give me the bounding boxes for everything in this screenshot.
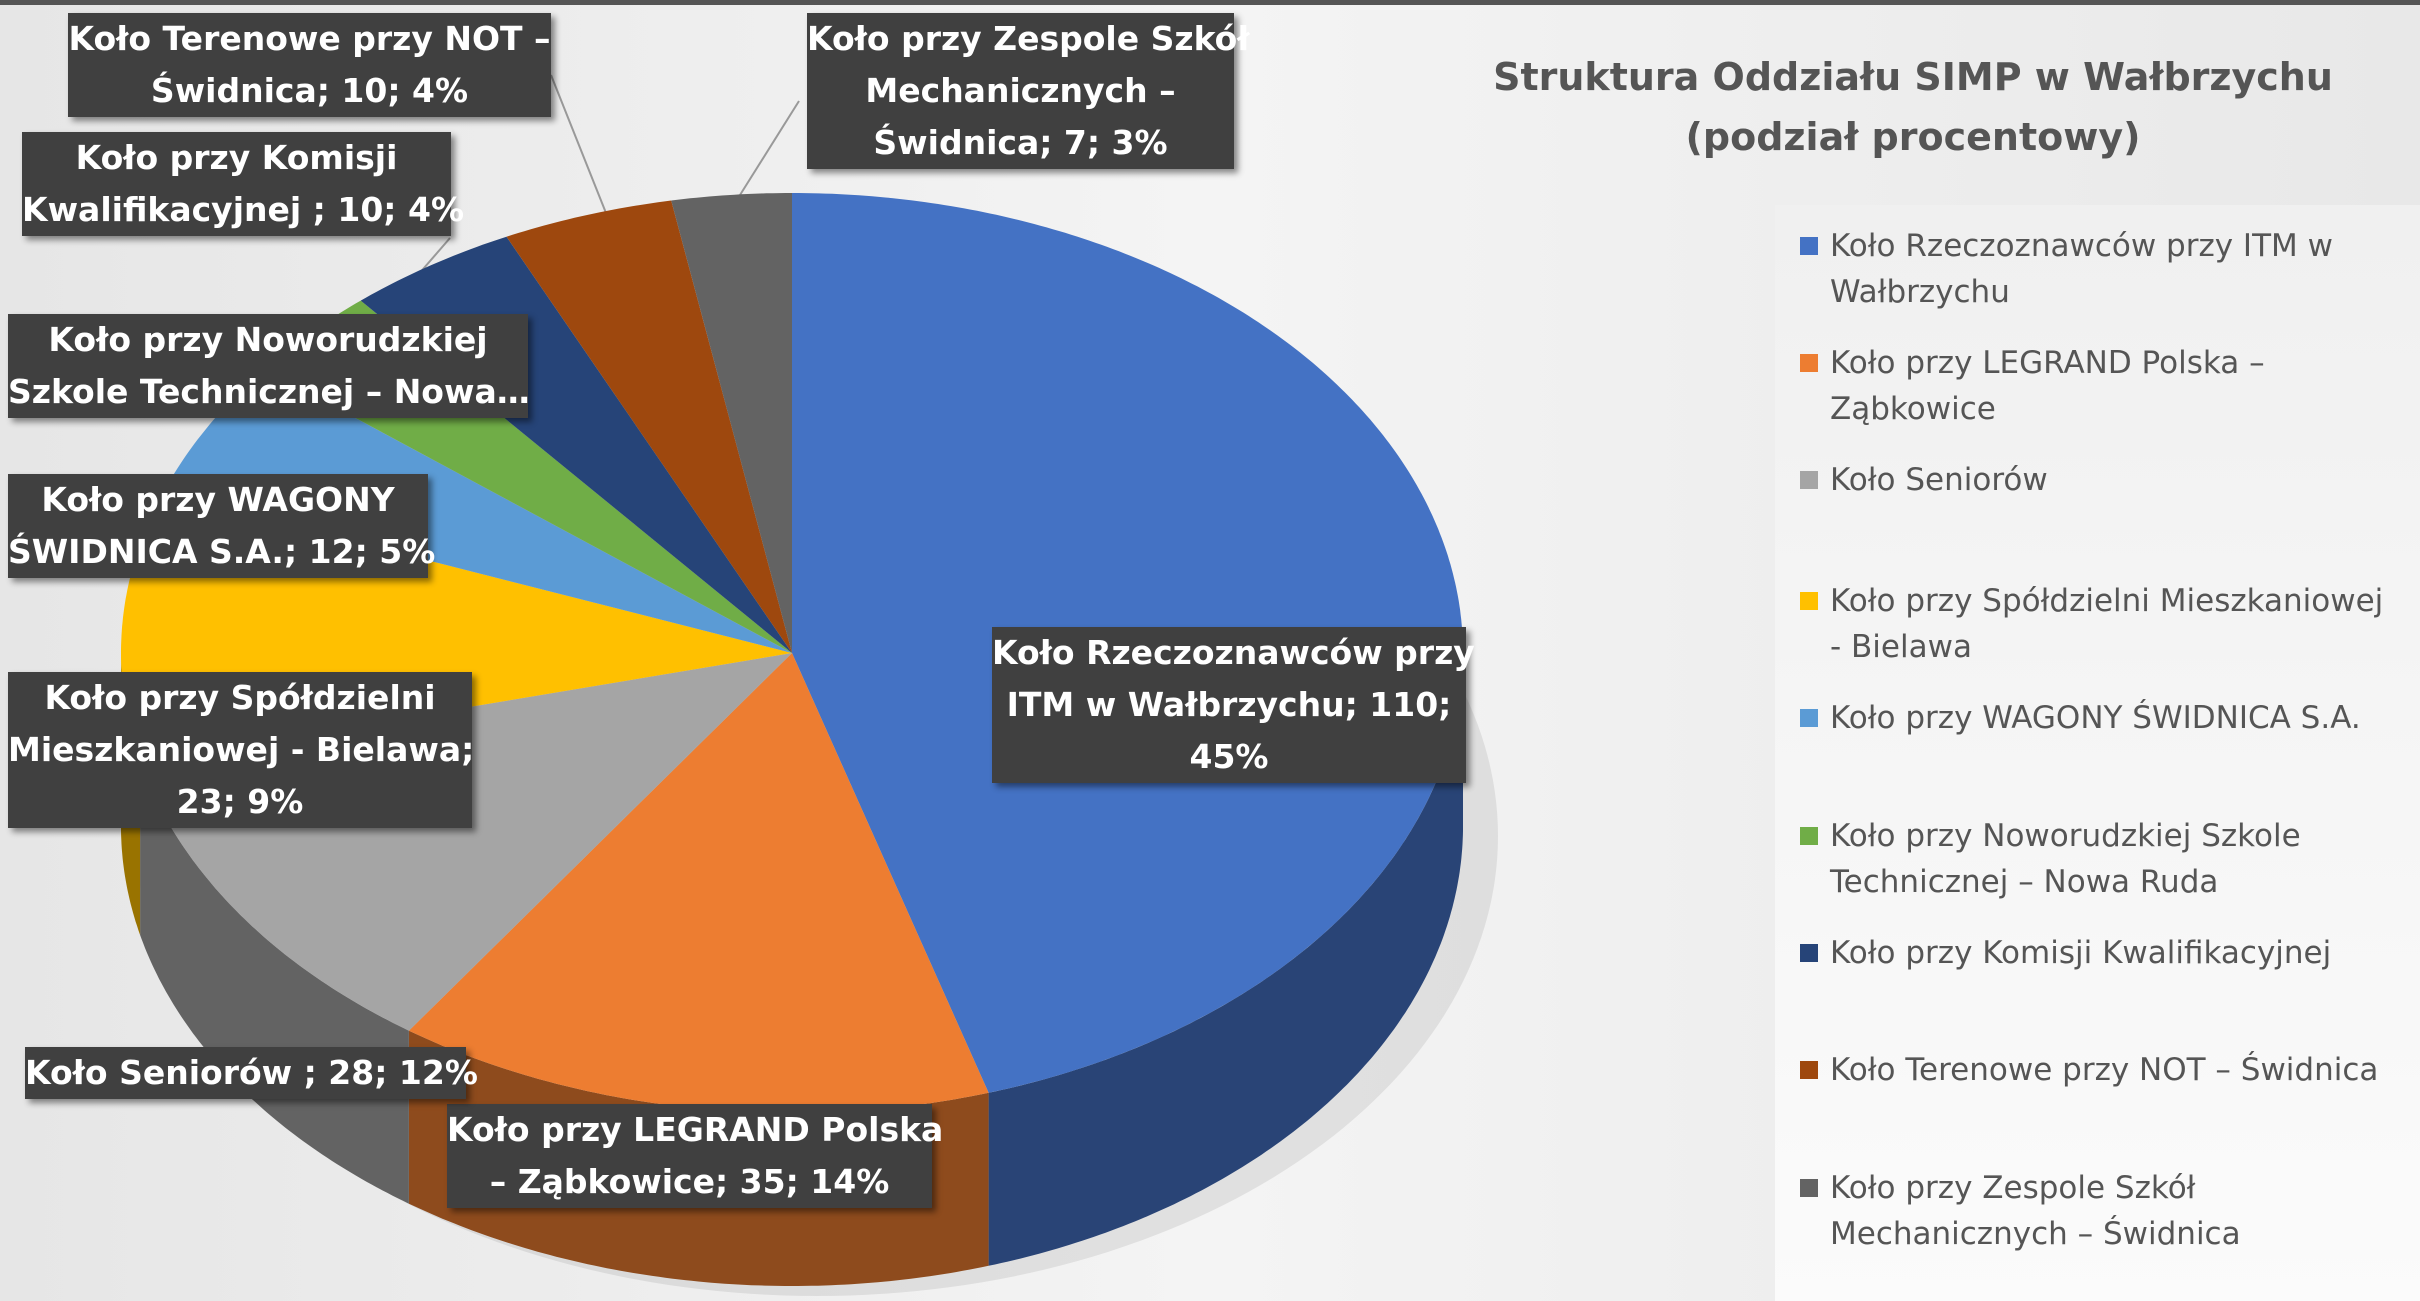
data-label: Koło przy Noworudzkiej Szkole Technicznej… <box>8 314 530 418</box>
chart-title: Struktura Oddziału SIMP w Wałbrzychu <box>1493 55 2333 99</box>
slice-side <box>988 653 1463 1266</box>
legend-swatch <box>1800 471 1818 489</box>
data-label-line: Koło Seniorów ; 28; 12% <box>25 1053 478 1092</box>
data-label-line: Koło przy Spółdzielni <box>44 678 436 717</box>
data-label-line: 45% <box>1189 737 1269 776</box>
legend-swatch <box>1800 944 1818 962</box>
chart-title: (podział procentowy) <box>1685 115 2141 159</box>
legend-label: Koło Rzeczoznawców przy ITM w Wałbrzychu <box>1830 228 2333 310</box>
data-label-line: Koło przy LEGRAND Polska <box>447 1110 944 1149</box>
legend-swatch <box>1800 827 1818 845</box>
data-label: Koło przy Komisji Kwalifikacyjnej ; 10; 4… <box>22 132 465 236</box>
data-label-line: Koło przy Komisji <box>75 138 398 177</box>
legend-item: Koło przy WAGONY ŚWIDNICA S.A. <box>1800 695 2400 741</box>
data-label: Koło Seniorów ; 28; 12% <box>25 1047 478 1099</box>
slice <box>163 368 792 653</box>
legend-item: Koło Rzeczoznawców przy ITM w Wałbrzychu <box>1800 223 2400 315</box>
legend-label: Koło przy WAGONY ŚWIDNICA S.A. <box>1830 700 2361 736</box>
legend-item: Koło przy Noworudzkiej Szkole Techniczne… <box>1800 813 2400 905</box>
legend-item: Koło Seniorów <box>1800 457 2400 503</box>
legend-swatch <box>1800 237 1818 255</box>
legend-swatch <box>1800 1061 1818 1079</box>
data-label-line: Szkole Technicznej – Nowa… <box>8 372 530 411</box>
legend-label: Koło przy LEGRAND Polska – Ząbkowice <box>1830 345 2265 427</box>
data-label-line: Koło przy WAGONY <box>41 480 395 519</box>
leader-line <box>550 74 607 214</box>
data-label-line: ŚWIDNICA S.A.; 12; 5% <box>8 532 436 571</box>
data-label: Koło przy Spółdzielni Mieszkaniowej - Bie… <box>8 672 475 828</box>
data-label-line: Świdnica; 10; 4% <box>150 71 469 110</box>
slice <box>671 193 792 653</box>
data-label-line: Koło Terenowe przy NOT – <box>68 19 551 58</box>
legend-label: Koło przy Zespole Szkół Mechanicznych – … <box>1830 1170 2241 1252</box>
legend-item: Koło Terenowe przy NOT – Świdnica <box>1800 1047 2400 1093</box>
data-label-line: Mieszkaniowej - Bielawa; <box>8 730 475 769</box>
legend-label: Koło przy Noworudzkiej Szkole Techniczne… <box>1830 818 2301 900</box>
data-label-line: ITM w Wałbrzychu; 110; <box>1006 685 1452 724</box>
data-label-line: Koło Rzeczoznawców przy <box>992 633 1475 672</box>
data-label-line: Mechanicznych – <box>865 71 1176 110</box>
legend-label: Koło Terenowe przy NOT – Świdnica <box>1830 1052 2379 1088</box>
legend-item: Koło przy Zespole Szkół Mechanicznych – … <box>1800 1165 2400 1257</box>
data-label-line: Świdnica; 7; 3% <box>873 123 1168 162</box>
data-label: Koło Rzeczoznawców przy ITM w Wałbrzychu;… <box>992 627 1475 783</box>
data-label-line: Koło przy Zespole Szkół <box>807 19 1250 58</box>
legend-swatch <box>1800 354 1818 372</box>
legend-label: Koło Seniorów <box>1830 462 2048 498</box>
legend-item: Koło przy Spółdzielni Mieszkaniowej - Bi… <box>1800 578 2400 670</box>
data-label: Koło Terenowe przy NOT – Świdnica; 10; 4% <box>68 13 551 117</box>
slice <box>506 200 792 653</box>
legend <box>1775 205 2420 1301</box>
data-label: Koło przy WAGONY ŚWIDNICA S.A.; 12; 5% <box>8 474 436 578</box>
data-label: Koło przy LEGRAND Polska – Ząbkowice; 35;… <box>447 1104 944 1208</box>
legend-label: Koło przy Spółdzielni Mieszkaniowej - Bi… <box>1830 583 2384 665</box>
legend-swatch <box>1800 1179 1818 1197</box>
data-label-line: Kwalifikacyjnej ; 10; 4% <box>22 190 465 229</box>
slice <box>408 653 989 1113</box>
legend-swatch <box>1800 592 1818 610</box>
data-label: Koło przy Zespole Szkół Mechanicznych – Św… <box>807 13 1250 169</box>
data-label-line: – Ząbkowice; 35; 14% <box>489 1162 890 1201</box>
legend-item: Koło przy LEGRAND Polska – Ząbkowice <box>1800 340 2400 432</box>
data-label-line: 23; 9% <box>176 782 304 821</box>
data-label-line: Koło przy Noworudzkiej <box>48 320 488 359</box>
legend-swatch <box>1800 709 1818 727</box>
legend-label: Koło przy Komisji Kwalifikacyjnej <box>1830 935 2332 971</box>
legend-item: Koło przy Komisji Kwalifikacyjnej <box>1800 930 2400 976</box>
leader-line <box>739 100 800 196</box>
